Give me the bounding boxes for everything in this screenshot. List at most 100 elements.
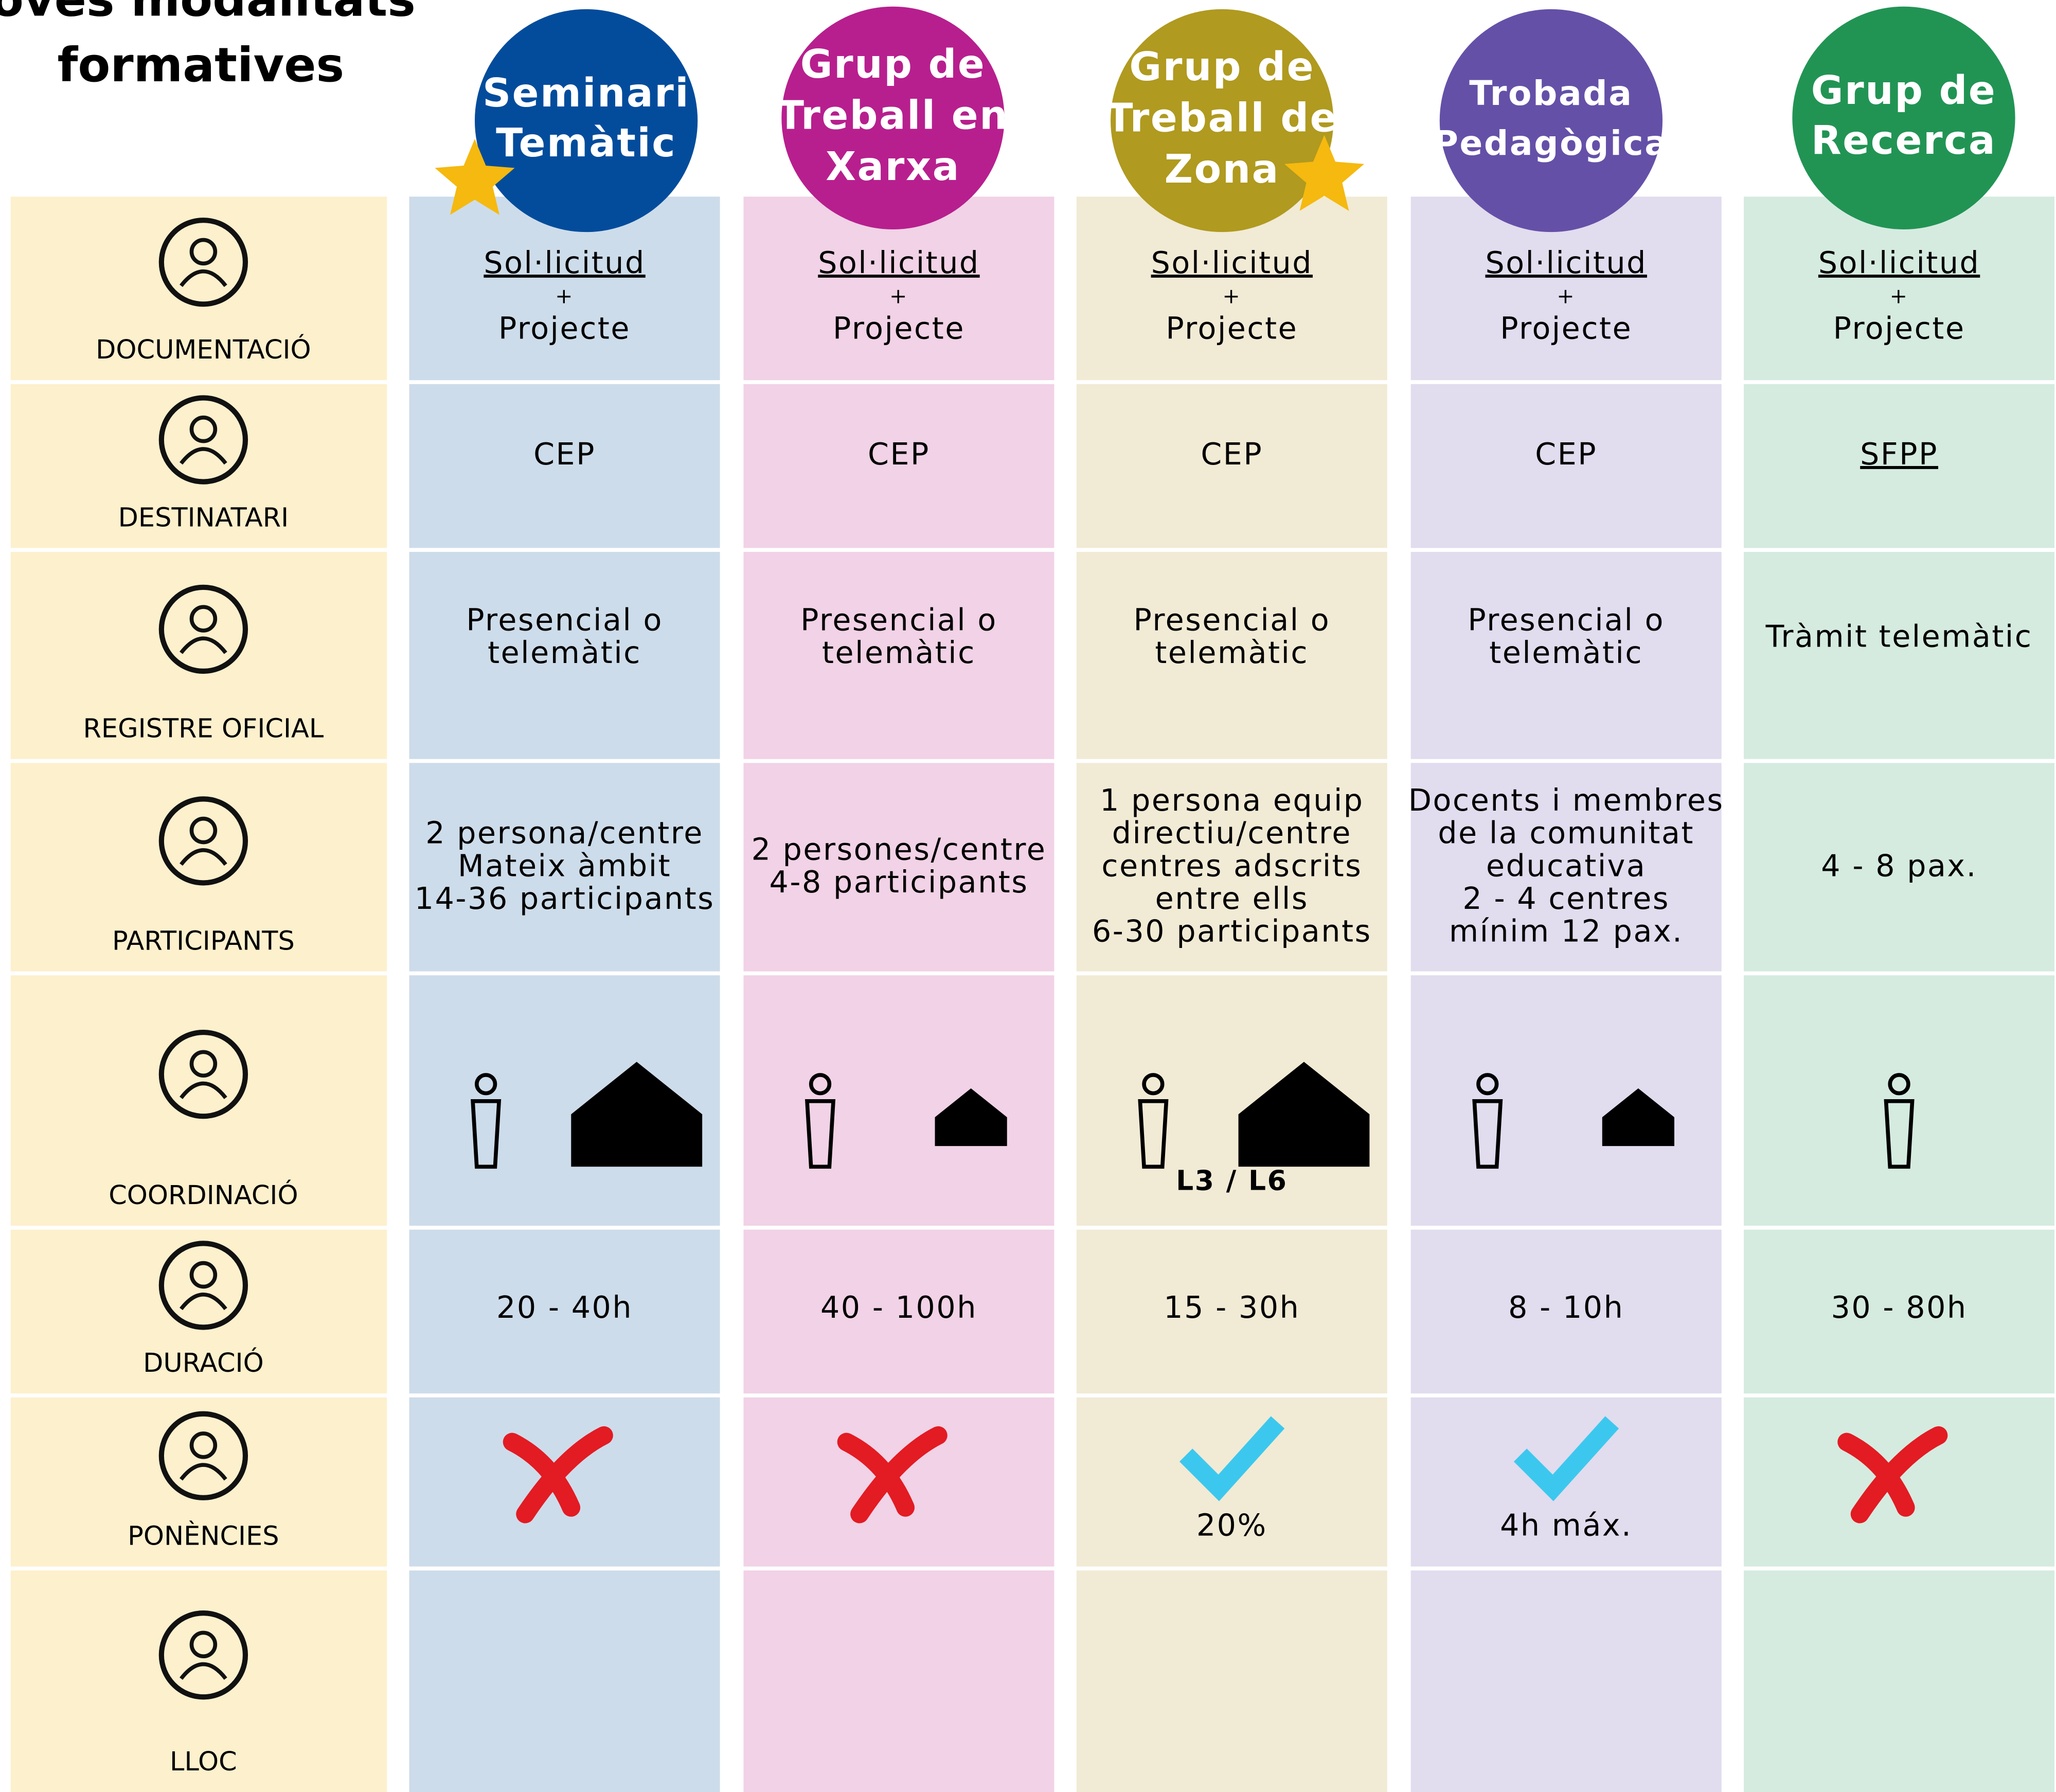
cell-text: telemàtic bbox=[488, 635, 641, 670]
cross-mark bbox=[1837, 1426, 1948, 1524]
cell bbox=[1076, 1570, 1387, 1792]
header-text: Grup de bbox=[1811, 68, 1997, 114]
row-icon bbox=[180, 1081, 227, 1099]
cell-text: L3 / L6 bbox=[1176, 1164, 1288, 1197]
header-text: Pedagògica bbox=[1433, 123, 1669, 163]
row-label: DESTINATARI bbox=[118, 503, 289, 533]
person-icon bbox=[1142, 1073, 1165, 1096]
cell bbox=[743, 1229, 1054, 1394]
row-icon bbox=[180, 1463, 227, 1481]
cell-text: 20 - 40h bbox=[496, 1290, 633, 1325]
cell-text: telemàtic bbox=[1489, 635, 1643, 670]
cross-mark bbox=[837, 1426, 947, 1524]
cell bbox=[409, 1229, 720, 1394]
label-cell bbox=[10, 975, 387, 1226]
header-text: Grup de bbox=[1129, 44, 1315, 90]
row-label: LLOC bbox=[170, 1747, 237, 1777]
person-icon bbox=[1476, 1073, 1499, 1096]
cell bbox=[1410, 763, 1722, 972]
cell-text: Sol·licitud bbox=[1818, 245, 1980, 280]
row-icon bbox=[180, 848, 227, 866]
star-icon bbox=[435, 139, 515, 215]
row-icon bbox=[180, 636, 227, 654]
row-icon bbox=[189, 1630, 218, 1659]
cell-text: + bbox=[889, 284, 908, 309]
cell-text: 4 - 8 pax. bbox=[1821, 848, 1977, 883]
person-icon bbox=[474, 1073, 497, 1096]
header-text: Recerca bbox=[1811, 118, 1996, 164]
cell bbox=[1076, 763, 1387, 972]
header-text: Seminari bbox=[482, 70, 690, 116]
cell bbox=[1744, 763, 2055, 972]
house-icon bbox=[935, 1088, 1007, 1146]
cell-text: 40 - 100h bbox=[820, 1290, 977, 1325]
person-icon bbox=[1884, 1099, 1915, 1169]
cell-text: 30 - 80h bbox=[1831, 1290, 1968, 1325]
label-cell bbox=[10, 1229, 387, 1394]
cross-mark bbox=[503, 1426, 613, 1524]
cell-text: directiu/centre bbox=[1112, 816, 1352, 851]
cell-text: CEP bbox=[533, 437, 596, 472]
header-text: Temàtic bbox=[496, 120, 676, 166]
header-text: Treball en bbox=[777, 93, 1009, 138]
person-icon bbox=[1472, 1099, 1503, 1169]
row-icon bbox=[189, 1431, 218, 1459]
cell-text: Presencial o bbox=[466, 602, 663, 637]
cell bbox=[1410, 975, 1722, 1226]
label-cell bbox=[10, 196, 387, 381]
row-icon bbox=[180, 1662, 227, 1680]
row-icon bbox=[180, 269, 227, 287]
label-cell bbox=[10, 1570, 387, 1792]
cell-text: CEP bbox=[868, 437, 930, 472]
cell-text: educativa bbox=[1486, 848, 1646, 883]
cell-text: Presencial o bbox=[800, 602, 997, 637]
cell-text: CEP bbox=[1201, 437, 1263, 472]
title-line: formatives bbox=[57, 38, 344, 93]
header-circle bbox=[781, 6, 1005, 230]
star-icon bbox=[1284, 135, 1365, 211]
row-icon bbox=[158, 584, 248, 674]
cell bbox=[743, 1570, 1054, 1792]
row-icon bbox=[180, 447, 227, 465]
row-icon bbox=[158, 1241, 248, 1330]
title-line: oves modalitats bbox=[0, 0, 416, 27]
row-icon bbox=[180, 1292, 227, 1311]
cell bbox=[409, 384, 720, 548]
cell-text: telemàtic bbox=[822, 635, 976, 670]
cell bbox=[743, 975, 1054, 1226]
header-circle bbox=[1439, 9, 1663, 232]
cell-text: Projecte bbox=[833, 311, 965, 346]
cell-text: 2 persones/centre bbox=[752, 832, 1047, 867]
cell-text: 2 persona/centre bbox=[425, 816, 704, 851]
cell-text: 4h máx. bbox=[1500, 1508, 1632, 1543]
row-icon bbox=[158, 1029, 248, 1119]
cell bbox=[1744, 551, 2055, 759]
cell-text: + bbox=[555, 284, 574, 309]
house-icon bbox=[1238, 1062, 1370, 1167]
row-icon bbox=[158, 1610, 248, 1700]
cell-text: Sol·licitud bbox=[1486, 245, 1647, 280]
row-icon bbox=[158, 1411, 248, 1500]
row-label: DOCUMENTACIÓ bbox=[96, 333, 311, 365]
cell-text: CEP bbox=[1535, 437, 1597, 472]
cell-text: 1 persona equip bbox=[1100, 783, 1364, 818]
cell-text: Sol·licitud bbox=[1151, 245, 1313, 280]
cell-text: Docents i membres bbox=[1408, 783, 1724, 818]
check-mark bbox=[1513, 1416, 1619, 1501]
header-text: Zona bbox=[1165, 147, 1280, 192]
label-cell bbox=[10, 384, 387, 548]
cell bbox=[1076, 384, 1387, 548]
cell-text: Projecte bbox=[1833, 311, 1965, 346]
person-icon bbox=[804, 1099, 836, 1169]
cell-text: + bbox=[1222, 284, 1241, 309]
row-icon bbox=[189, 1050, 218, 1078]
cell-text: 2 - 4 centres bbox=[1462, 881, 1670, 916]
cell-text: Sol·licitud bbox=[484, 245, 645, 280]
cell-text: Mateix àmbit bbox=[458, 848, 671, 883]
cell-text: + bbox=[1557, 284, 1576, 309]
person-icon bbox=[1888, 1073, 1910, 1096]
cell bbox=[743, 551, 1054, 759]
cell-text: de la comunitat bbox=[1438, 816, 1694, 851]
cell-text: centres adscrits bbox=[1101, 848, 1362, 883]
